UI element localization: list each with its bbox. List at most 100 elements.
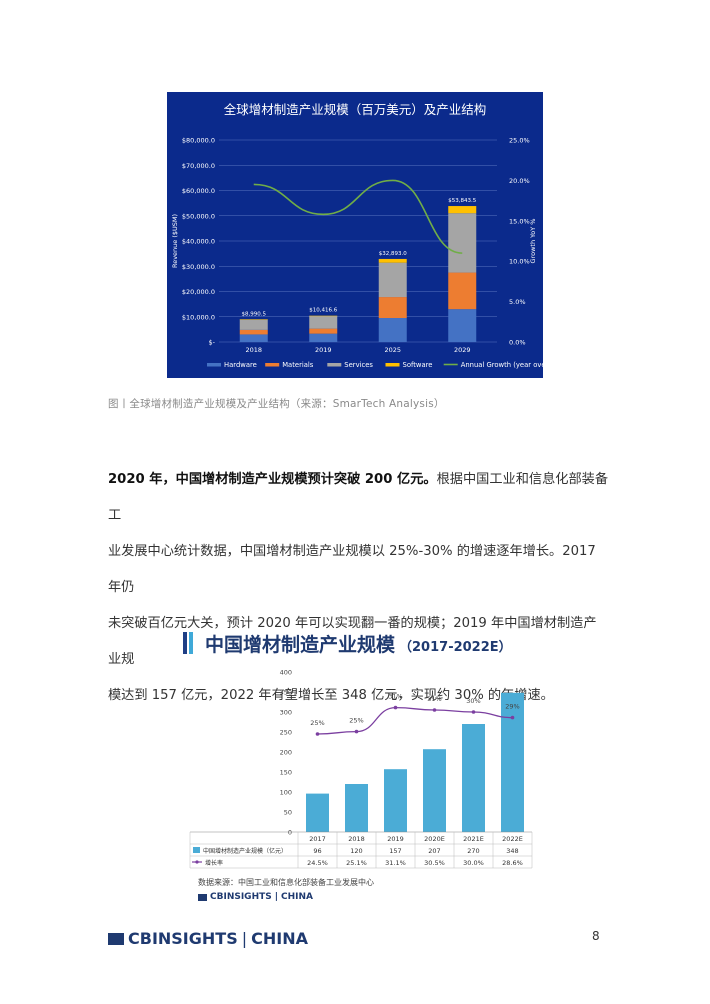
cbinsights-footer-logo: CBINSIGHTS | CHINA [108, 929, 308, 948]
chart2-ytick-label: 200 [280, 749, 292, 757]
chart2-bar [384, 769, 407, 832]
chart1-legend-swatch [207, 363, 221, 367]
logo-small-sep: | [274, 892, 279, 902]
chart1-bar-services [309, 315, 338, 329]
paragraph-line4: 模达到 157 亿元，2022 年有望增长至 348 亿元，实现约 30% 的年… [108, 688, 554, 703]
global-am-chart: 全球增材制造产业规模（百万美元）及产业结构 $80,000.0 $70,000.0 $… [167, 92, 543, 378]
chart1-y2tick-label: 10.0% [509, 258, 530, 266]
chart2-xtick-label: 2018 [348, 835, 365, 843]
chart2-xtick-label: 2017 [309, 835, 326, 843]
chart1-ytick-label: $20,000.0 [182, 288, 215, 296]
chart2-growth-label: 31% [388, 693, 402, 701]
chart2-ytick-label: 250 [280, 729, 292, 737]
chart2-table-growth: 30.0% [463, 859, 484, 867]
chart2-growth-point [510, 715, 515, 720]
chart2-bar [345, 784, 368, 832]
chart1-bar-hardware [239, 334, 268, 342]
chart1-y2label: Growth YoY % [529, 219, 537, 264]
chart1-y2tick-label: 0.0% [509, 339, 526, 347]
paragraph-line2: 业发展中心统计数据，中国增材制造产业规模以 25%-30% 的增速逐年增长。20… [108, 544, 596, 595]
chart2-growth-point [354, 729, 359, 734]
figure-caption: 图丨全球增材制造产业规模及产业结构（来源：SmarTech Analysis） [108, 398, 445, 410]
chart2-bar [423, 749, 446, 832]
chart1-legend-label: Materials [282, 361, 314, 369]
global-am-chart-svg: 全球增材制造产业规模（百万美元）及产业结构 $80,000.0 $70,000.0 $… [171, 102, 543, 369]
chart1-total-label: $8,990.5 [242, 311, 267, 317]
china-chart-source: 数据来源：中国工业和信息化部装备工业发展中心 [198, 878, 374, 887]
chart1-bar-services [448, 213, 477, 273]
chart1-xtick-label: 2025 [384, 346, 401, 354]
chart2-growth-label: 25% [349, 717, 363, 725]
chart1-legend-swatch [385, 363, 400, 367]
body-paragraph: 2020 年，中国增材制造产业规模预计突破 200 亿元。根据中国工业和信息化部… [108, 462, 608, 714]
heading-accent-dark [183, 632, 187, 654]
chart1-ytick-label: $- [209, 339, 216, 347]
chart1-ytick-label: $50,000.0 [182, 212, 215, 220]
logo-sep: | [241, 929, 248, 948]
cb-logo-icon [108, 932, 124, 945]
chart2-xtick-label: 2022E [502, 835, 523, 843]
chart2-table-growth: 28.6% [502, 859, 523, 867]
chart1-bar-services [378, 262, 407, 298]
chart2-growth-line [317, 706, 513, 735]
chart1-ytick-label: $40,000.0 [182, 238, 215, 246]
chart1-growth-line [253, 179, 463, 254]
chart2-ytick-label: 100 [280, 789, 292, 797]
cbinsights-small-logo: CBINSIGHTS | CHINA [198, 892, 313, 902]
chart1-ytick-label: $70,000.0 [182, 162, 215, 170]
chart2-legend-bar-label: 中国增材制造产业规模（亿元） [203, 847, 287, 855]
logo-cb: CBINSIGHTS [128, 929, 238, 948]
chart1-bar-materials [448, 272, 477, 310]
chart2-growth-label: 25% [310, 719, 324, 727]
chart2-table-value: 96 [313, 847, 321, 855]
chart2-table-growth: 25.1% [346, 859, 367, 867]
heading-accent-light [189, 632, 193, 654]
paragraph-line1: 根据中国工业和信息化部装备工 [108, 472, 609, 523]
chart1-bar-materials [239, 329, 268, 335]
chart1-bar-software [378, 258, 407, 263]
chart2-growth-label: 29% [505, 703, 519, 711]
chart1-legend-label: Annual Growth (year over year) [461, 361, 543, 369]
chart1-bar-hardware [378, 318, 407, 342]
chart2-table-growth: 30.5% [424, 859, 445, 867]
chart2-ytick-label: 400 [280, 669, 292, 677]
chart1-ytick-label: $80,000.0 [182, 137, 215, 145]
chart2-legend-bar-swatch [193, 847, 200, 853]
chart2-xtick-label: 2021E [463, 835, 484, 843]
chart2-growth-label: 31% [427, 695, 441, 703]
logo-small-cb: CBINSIGHTS [210, 892, 272, 902]
chart2-growth-point [432, 708, 437, 712]
china-chart-title: 中国增材制造产业规模 [205, 633, 396, 656]
chart2-ytick-label: 150 [280, 769, 292, 777]
chart1-bar-software [239, 319, 268, 320]
cb-logo-icon [198, 893, 207, 901]
chart1-ylabel: Revenue ($USM) [171, 214, 179, 268]
chart2-xtick-label: 2019 [387, 835, 404, 843]
chart2-growth-point [393, 705, 398, 710]
china-am-chart-svg: 400 350 300 250 200 150 100 50 0 25% 25% 31% 31% 30% 2… [189, 669, 533, 869]
chart1-ytick-label: $60,000.0 [182, 187, 215, 195]
paragraph-bold-lead: 2020 年，中国增材制造产业规模预计突破 200 亿元。 [108, 472, 437, 487]
chart2-growth-label: 30% [466, 697, 480, 705]
chart1-bar-software [448, 206, 477, 214]
china-chart-subtitle: （2017-2022E） [399, 639, 512, 655]
chart2-ytick-label: 0 [288, 829, 292, 837]
chart2-bar [462, 724, 485, 832]
chart1-legend-label: Software [403, 361, 433, 369]
page-number: 8 [592, 929, 600, 943]
chart2-table-growth: 31.1% [385, 859, 406, 867]
chart2-ytick-label: 50 [284, 809, 292, 817]
chart1-y2tick-label: 15.0% [509, 217, 530, 225]
logo-china: CHINA [251, 929, 308, 948]
chart2-bar [501, 692, 524, 832]
chart1-legend-label: Hardware [224, 361, 257, 369]
chart2-legend-line-label: 增长率 [205, 859, 223, 867]
chart1-title: 全球增材制造产业规模（百万美元）及产业结构 [224, 102, 487, 117]
chart1-bar-hardware [309, 333, 338, 342]
chart2-table-value: 120 [350, 847, 362, 855]
logo-small-china: CHINA [281, 892, 313, 902]
chart1-legend-swatch [327, 363, 342, 367]
chart1-bar-software [309, 315, 338, 317]
chart1-ytick-label: $30,000.0 [182, 263, 215, 271]
chart2-ytick-label: 300 [280, 709, 292, 717]
